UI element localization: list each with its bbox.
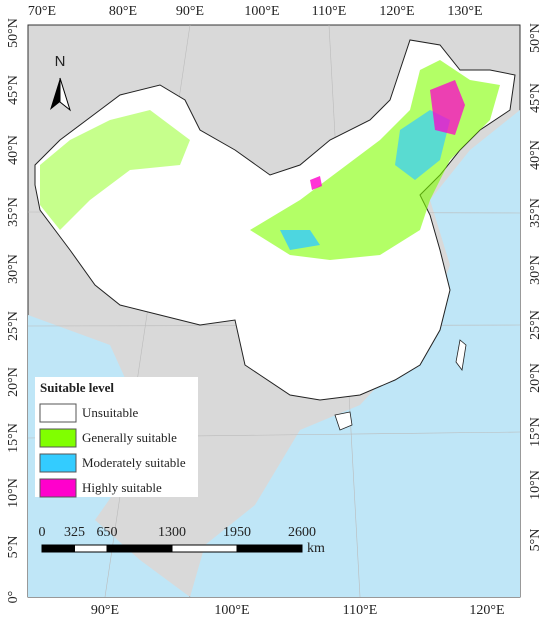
top-label: 70°E (28, 4, 56, 19)
top-label: 100°E (244, 4, 279, 19)
legend-title: Suitable level (40, 380, 114, 395)
bottom-label: 100°E (214, 603, 249, 618)
right-label: 15°N (528, 417, 543, 447)
scale-tick-label: 0 (39, 525, 46, 540)
top-label: 80°E (109, 4, 137, 19)
left-label: 5°N (6, 536, 21, 559)
hainan (334, 411, 353, 431)
north-arrow: N (50, 53, 71, 112)
legend-swatch (39, 478, 77, 498)
patch-high (430, 80, 465, 135)
left-label: 20°N (6, 367, 21, 397)
legend-label: Unsuitable (82, 405, 139, 420)
left-label: 35°N (6, 197, 21, 227)
scale-segment (106, 544, 173, 553)
legend-swatch (39, 453, 77, 473)
scale-tick-label: 1950 (223, 525, 251, 540)
north-arrow-left (50, 78, 60, 110)
legend-label: Moderately suitable (82, 455, 186, 470)
left-label: 30°N (6, 254, 21, 284)
bottom-label: 90°E (91, 603, 119, 618)
sea-area (190, 110, 520, 597)
right-label: 5°N (528, 529, 543, 552)
legend-label: Generally suitable (82, 430, 177, 445)
left-label: 40°N (6, 135, 21, 165)
scale-segment (171, 544, 238, 553)
legend-swatch (39, 428, 77, 448)
legend-swatch (39, 403, 77, 423)
left-label: 50°N (6, 18, 21, 48)
left-label: 45°N (6, 75, 21, 105)
patch-moderate (280, 230, 320, 250)
suitability-patches (40, 60, 500, 260)
taiwan (455, 339, 467, 371)
north-label: N (55, 53, 66, 70)
top-label: 130°E (447, 4, 482, 19)
left-label: 15°N (6, 423, 21, 453)
right-label: 30°N (528, 255, 543, 285)
scale-tick-label: 650 (97, 525, 118, 540)
right-label: 35°N (528, 198, 543, 228)
scale-segment (41, 544, 75, 553)
scale-tick-label: 2600 (288, 525, 316, 540)
patch-general (40, 110, 190, 230)
right-label: 25°N (528, 310, 543, 340)
north-arrow-right (59, 77, 71, 112)
left-label: 0° (6, 591, 21, 604)
sea-area (28, 520, 190, 597)
top-label: 110°E (312, 4, 347, 19)
left-label: 25°N (6, 311, 21, 341)
right-label: 20°N (528, 363, 543, 393)
top-label: 90°E (176, 4, 204, 19)
left-label: 10°N (6, 478, 21, 508)
bottom-label: 120°E (469, 603, 504, 618)
top-label: 120°E (379, 4, 414, 19)
scale-unit: km (307, 541, 325, 556)
scale-segment (236, 544, 303, 553)
right-label: 50°N (528, 23, 543, 53)
legend-label: Highly suitable (82, 480, 162, 495)
patch-high (310, 176, 322, 190)
legend: Suitable level Unsuitable Generally suita… (35, 377, 198, 498)
scale-tick-label: 325 (64, 525, 85, 540)
bottom-label: 110°E (343, 603, 378, 618)
coordinate-labels: 70°E 80°E 90°E 100°E 110°E 120°E 130°E 90°E 100°… (6, 4, 543, 618)
right-label: 45°N (528, 83, 543, 113)
right-label: 10°N (528, 470, 543, 500)
scale-tick-label: 1300 (158, 525, 186, 540)
right-label: 40°N (528, 140, 543, 170)
scale-segment (74, 544, 108, 553)
